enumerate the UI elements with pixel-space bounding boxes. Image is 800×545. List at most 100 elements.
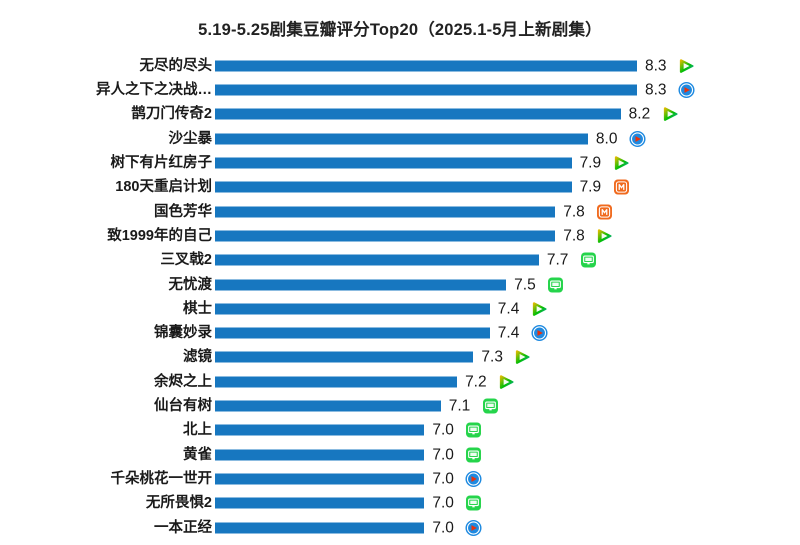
bar xyxy=(215,473,425,485)
bar-value-label: 8.3 xyxy=(645,57,667,75)
bar-category-label: 仙台有树 xyxy=(154,397,212,414)
bar-row: 北上 7.0 xyxy=(0,419,800,443)
bar-value-label: 7.8 xyxy=(563,202,585,220)
bar xyxy=(215,84,637,96)
bar-row: 国色芳华 7.8 xyxy=(0,200,800,224)
bar xyxy=(215,206,556,218)
bar xyxy=(215,181,572,193)
bar-value-label: 7.0 xyxy=(432,518,454,536)
iqiyi-icon xyxy=(498,373,515,390)
bar-row: 180天重启计划 7.9 xyxy=(0,176,800,200)
chart-plot-area: 无尽的尽头 8.3 异人之下之决战… 8.3 鹊刀门传奇2 8.2 沙尘暴 8.0 树下有片红房… xyxy=(0,54,800,540)
bar-category-label: 滤镜 xyxy=(183,349,212,366)
bar-value-label: 7.9 xyxy=(579,178,602,196)
bar-category-label: 黄雀 xyxy=(183,446,212,463)
bar-category-label: 北上 xyxy=(183,422,212,439)
bar-category-label: 无所畏惧2 xyxy=(145,495,212,512)
bar-value-label: 7.2 xyxy=(465,373,487,391)
bar-category-label: 锦囊妙录 xyxy=(154,324,212,341)
bar-row: 鹊刀门传奇2 8.2 xyxy=(0,103,800,127)
tencent-icon xyxy=(580,252,597,269)
bar-category-label: 无尽的尽头 xyxy=(139,57,213,74)
bar xyxy=(215,60,637,72)
iqiyi-icon xyxy=(531,300,548,317)
iqiyi-icon xyxy=(514,349,531,366)
bar xyxy=(215,108,621,120)
youku-icon xyxy=(465,470,482,488)
mangotv-icon xyxy=(596,203,613,220)
bar xyxy=(215,327,490,339)
tencent-icon xyxy=(465,422,482,439)
bar-value-label: 7.7 xyxy=(546,251,569,269)
youku-icon xyxy=(465,519,482,536)
bar-value-label: 7.8 xyxy=(563,227,585,245)
bar xyxy=(215,400,441,412)
bar-category-label: 树下有片红房子 xyxy=(110,154,213,171)
bar xyxy=(215,279,507,291)
bar xyxy=(215,351,474,363)
bar-value-label: 7.0 xyxy=(432,445,454,463)
bar-value-label: 7.0 xyxy=(432,494,454,512)
bar-category-label: 棋士 xyxy=(183,300,212,317)
bar-row: 黄雀 7.0 xyxy=(0,443,800,467)
bar-row: 余烬之上 7.2 xyxy=(0,370,800,394)
bar-row: 致1999年的自己 7.8 xyxy=(0,224,800,248)
bar-value-label: 7.0 xyxy=(432,421,454,439)
bar-row: 沙尘暴 8.0 xyxy=(0,127,800,151)
iqiyi-icon xyxy=(613,155,630,172)
tencent-icon xyxy=(465,446,482,463)
bar xyxy=(215,376,458,388)
iqiyi-icon xyxy=(678,57,695,74)
bar-row: 树下有片红房子 7.9 xyxy=(0,151,800,175)
bar-row: 三叉戟2 7.7 xyxy=(0,248,800,272)
bar-row: 锦囊妙录 7.4 xyxy=(0,321,800,345)
bar xyxy=(215,424,425,436)
mangotv-icon xyxy=(613,179,630,196)
bar-category-label: 无忧渡 xyxy=(168,276,213,293)
bar-row: 无忧渡 7.5 xyxy=(0,273,800,297)
bar-row: 棋士 7.4 xyxy=(0,297,800,321)
bar-row: 异人之下之决战… 8.3 xyxy=(0,78,800,102)
bar-row: 千朵桃花一世开 7.0 xyxy=(0,467,800,491)
bar-value-label: 7.9 xyxy=(579,154,602,172)
bar-value-label: 7.4 xyxy=(497,300,520,318)
bar-value-label: 8.2 xyxy=(628,105,651,123)
bar-value-label: 7.0 xyxy=(432,470,454,488)
bar-value-label: 7.5 xyxy=(514,275,536,293)
bar-row: 无所畏惧2 7.0 xyxy=(0,491,800,515)
bar-value-label: 7.1 xyxy=(448,397,471,415)
bar-category-label: 异人之下之决战… xyxy=(96,81,212,98)
bar-row: 仙台有树 7.1 xyxy=(0,394,800,418)
iqiyi-icon xyxy=(662,106,679,123)
bar-row: 无尽的尽头 8.3 xyxy=(0,54,800,78)
bar-category-label: 千朵桃花一世开 xyxy=(110,470,213,487)
bar-category-label: 一本正经 xyxy=(154,519,212,536)
youku-icon xyxy=(678,82,695,99)
youku-icon xyxy=(531,325,548,342)
bar xyxy=(215,522,425,534)
bar xyxy=(215,133,588,145)
bar xyxy=(215,497,425,509)
bar-category-label: 沙尘暴 xyxy=(168,130,213,147)
youku-icon xyxy=(629,130,646,147)
bar-category-label: 国色芳华 xyxy=(154,203,212,220)
bar-category-label: 余烬之上 xyxy=(154,373,212,390)
bar xyxy=(215,449,425,461)
tencent-icon xyxy=(547,276,564,293)
tencent-icon xyxy=(482,398,499,415)
bar-category-label: 180天重启计划 xyxy=(115,179,212,196)
chart-title: 5.19-5.25剧集豆瓣评分Top20（2025.1-5月上新剧集） xyxy=(198,21,602,39)
bar-value-label: 8.3 xyxy=(645,81,667,99)
bar-value-label: 8.0 xyxy=(595,130,618,148)
bar-category-label: 三叉戟2 xyxy=(160,252,212,269)
bar-value-label: 7.3 xyxy=(481,348,503,366)
bar xyxy=(215,303,490,315)
bar-value-label: 7.4 xyxy=(497,324,520,342)
bar-category-label: 致1999年的自己 xyxy=(107,227,212,244)
bar-row: 滤镜 7.3 xyxy=(0,346,800,370)
bar-category-label: 鹊刀门传奇2 xyxy=(131,106,212,123)
tencent-icon xyxy=(465,495,482,512)
bar xyxy=(215,157,572,169)
iqiyi-icon xyxy=(596,227,613,244)
